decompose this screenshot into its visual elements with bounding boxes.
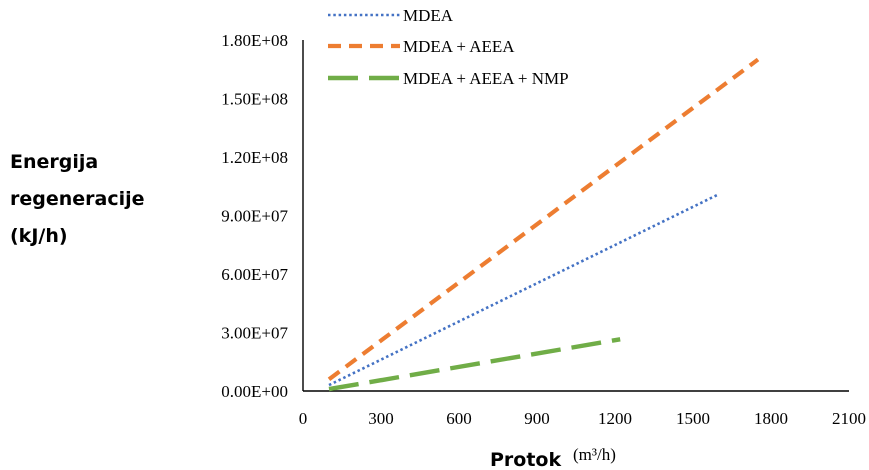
x-tick-label: 1800 (754, 409, 788, 428)
x-tick-label: 2100 (832, 409, 866, 428)
series-line-1 (328, 192, 720, 387)
x-axis-unit: (m³/h) (573, 445, 616, 464)
x-tick-labels: 0 300 600 900 1200 1500 1800 2100 (299, 409, 866, 428)
x-axis-title-text: Protok (490, 449, 561, 470)
y-tick-label: 1.80E+08 (221, 31, 288, 50)
y-tick-label: 9.00E+07 (221, 207, 288, 226)
y-axis-title-line-2: regeneracije (10, 188, 145, 210)
x-tick-label: 900 (524, 409, 550, 428)
legend-label: MDEA (403, 6, 454, 25)
x-tick-label: 0 (299, 409, 308, 428)
series-lines (327, 57, 760, 392)
y-tick-label: 6.00E+07 (221, 265, 288, 284)
series-line-2 (327, 57, 760, 381)
y-axis-title: Energija regeneracije (kJ/h) (10, 151, 145, 247)
y-tick-label: 1.50E+08 (221, 90, 288, 109)
y-axis-title-line-1: Energija (10, 151, 98, 173)
x-tick-label: 600 (446, 409, 472, 428)
x-tick-label: 1500 (676, 409, 710, 428)
y-tick-label: 3.00E+07 (221, 324, 288, 343)
legend: MDEA MDEA + AEEA MDEA + AEEA + NMP (328, 6, 569, 88)
x-axis-title: Protok (m³/h) (490, 445, 616, 470)
y-tick-label: 0.00E+00 (221, 382, 288, 401)
series-line-3 (328, 337, 621, 392)
legend-label: MDEA + AEEA (403, 37, 515, 56)
y-axis-title-line-3: (kJ/h) (10, 225, 68, 247)
x-tick-label: 1200 (598, 409, 632, 428)
y-tick-labels: 0.00E+00 3.00E+07 6.00E+07 9.00E+07 1.20E+08… (221, 31, 288, 401)
x-tick-label: 300 (368, 409, 394, 428)
y-tick-label: 1.20E+08 (221, 148, 288, 167)
legend-label: MDEA + AEEA + NMP (403, 69, 569, 88)
